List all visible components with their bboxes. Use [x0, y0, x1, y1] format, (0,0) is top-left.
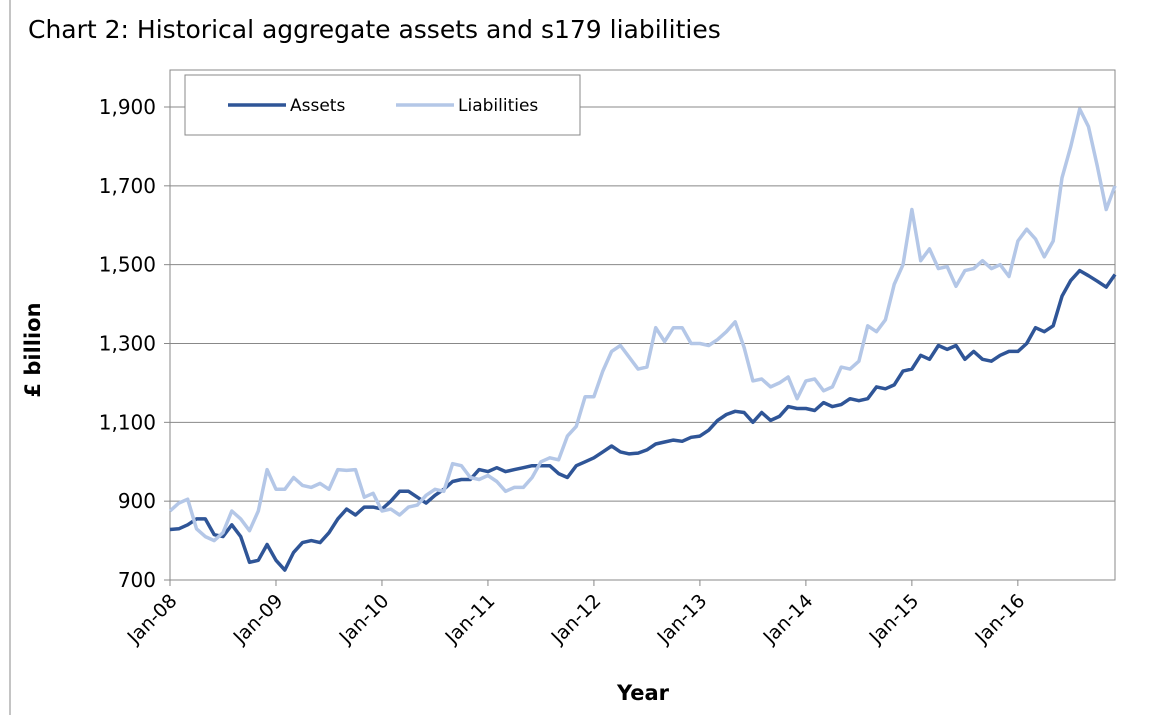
- y-tick-label: 1,700: [99, 174, 156, 198]
- x-tick-label: Jan-08: [123, 590, 182, 649]
- x-tick-label: Jan-11: [441, 590, 500, 649]
- x-tick-label: Jan-14: [759, 590, 818, 649]
- y-tick-label: 1,900: [99, 95, 156, 119]
- x-tick-label: Jan-15: [864, 590, 923, 649]
- y-tick-label: 1,500: [99, 253, 156, 277]
- series-line: [169, 268, 1117, 572]
- y-axis-label: £ billion: [21, 302, 45, 397]
- series-line: [168, 107, 1117, 543]
- x-axis-label: Year: [616, 681, 670, 705]
- chart-title: Chart 2: Historical aggregate assets and…: [28, 15, 721, 44]
- legend-label: Liabilities: [458, 96, 538, 116]
- plot-area: [169, 69, 1116, 581]
- x-tick-label: Jan-09: [229, 590, 288, 649]
- x-tick-label: Jan-10: [335, 590, 394, 649]
- y-tick-label: 1,300: [99, 332, 156, 356]
- x-tick-label: Jan-12: [547, 590, 606, 649]
- x-tick-label: Jan-16: [970, 590, 1029, 649]
- y-tick-label: 700: [118, 568, 156, 592]
- x-tick-label: Jan-13: [653, 590, 712, 649]
- y-tick-label: 1,100: [99, 410, 156, 434]
- y-tick-label: 900: [118, 489, 156, 513]
- legend-label: Assets: [290, 96, 345, 116]
